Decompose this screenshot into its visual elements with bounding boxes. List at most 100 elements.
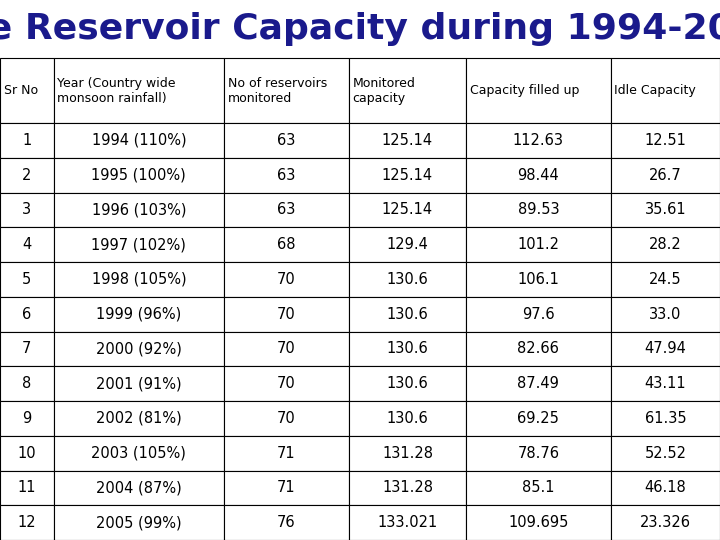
Text: Idle Capacity: Idle Capacity xyxy=(614,84,696,97)
Bar xyxy=(0,158,54,193)
Bar xyxy=(54,58,224,123)
Bar xyxy=(224,332,349,366)
Text: 47.94: 47.94 xyxy=(644,341,686,356)
Bar xyxy=(54,297,224,332)
Text: 70: 70 xyxy=(277,411,296,426)
Bar xyxy=(466,262,611,297)
Bar xyxy=(54,366,224,401)
Text: 125.14: 125.14 xyxy=(382,202,433,218)
Text: 1999 (96%): 1999 (96%) xyxy=(96,307,181,322)
Text: 12.51: 12.51 xyxy=(644,133,686,148)
Bar xyxy=(611,297,720,332)
Bar xyxy=(466,123,611,158)
Text: 71: 71 xyxy=(277,446,296,461)
Bar xyxy=(54,470,224,505)
Text: 131.28: 131.28 xyxy=(382,481,433,495)
Text: 43.11: 43.11 xyxy=(644,376,686,391)
Bar xyxy=(349,123,466,158)
Text: 97.6: 97.6 xyxy=(522,307,554,322)
Bar xyxy=(54,505,224,540)
Bar xyxy=(349,401,466,436)
Bar xyxy=(611,332,720,366)
Bar xyxy=(0,366,54,401)
Text: Monitored
capacity: Monitored capacity xyxy=(353,77,415,105)
Text: 28.2: 28.2 xyxy=(649,237,682,252)
Text: 78.76: 78.76 xyxy=(518,446,559,461)
Bar xyxy=(0,505,54,540)
Text: 2004 (87%): 2004 (87%) xyxy=(96,481,181,495)
Text: 71: 71 xyxy=(277,481,296,495)
Text: 4: 4 xyxy=(22,237,32,252)
Bar xyxy=(224,58,349,123)
Text: 11: 11 xyxy=(18,481,36,495)
Text: 70: 70 xyxy=(277,376,296,391)
Text: 8: 8 xyxy=(22,376,32,391)
Text: 106.1: 106.1 xyxy=(518,272,559,287)
Bar xyxy=(466,297,611,332)
Text: 2005 (99%): 2005 (99%) xyxy=(96,515,181,530)
Text: No of reservoirs
monitored: No of reservoirs monitored xyxy=(228,77,327,105)
Bar xyxy=(611,505,720,540)
Bar xyxy=(611,262,720,297)
Bar xyxy=(349,436,466,470)
Text: 3: 3 xyxy=(22,202,32,218)
Text: 85.1: 85.1 xyxy=(522,481,554,495)
Bar xyxy=(611,58,720,123)
Text: 61.35: 61.35 xyxy=(644,411,686,426)
Text: 130.6: 130.6 xyxy=(387,376,428,391)
Text: 68: 68 xyxy=(277,237,296,252)
Bar xyxy=(466,401,611,436)
Bar xyxy=(349,227,466,262)
Text: 130.6: 130.6 xyxy=(387,341,428,356)
Text: 12: 12 xyxy=(17,515,36,530)
Text: 63: 63 xyxy=(277,133,296,148)
Bar xyxy=(0,58,54,123)
Bar xyxy=(0,436,54,470)
Bar xyxy=(0,227,54,262)
Bar xyxy=(0,123,54,158)
Bar xyxy=(611,401,720,436)
Text: 2: 2 xyxy=(22,168,32,183)
Bar xyxy=(0,470,54,505)
Text: 2003 (105%): 2003 (105%) xyxy=(91,446,186,461)
Text: 112.63: 112.63 xyxy=(513,133,564,148)
Bar xyxy=(349,158,466,193)
Bar xyxy=(349,332,466,366)
Text: 63: 63 xyxy=(277,202,296,218)
Text: 35.61: 35.61 xyxy=(644,202,686,218)
Text: 1995 (100%): 1995 (100%) xyxy=(91,168,186,183)
Text: 130.6: 130.6 xyxy=(387,307,428,322)
Bar xyxy=(54,401,224,436)
Bar xyxy=(224,297,349,332)
Bar xyxy=(466,332,611,366)
Bar xyxy=(611,436,720,470)
Bar xyxy=(466,436,611,470)
Text: 69.25: 69.25 xyxy=(518,411,559,426)
Bar xyxy=(54,227,224,262)
Text: 1996 (103%): 1996 (103%) xyxy=(91,202,186,218)
Bar xyxy=(224,436,349,470)
Text: 6: 6 xyxy=(22,307,32,322)
Text: 52.52: 52.52 xyxy=(644,446,686,461)
Text: 2001 (91%): 2001 (91%) xyxy=(96,376,181,391)
Bar xyxy=(224,505,349,540)
Text: Year (Country wide
monsoon rainfall): Year (Country wide monsoon rainfall) xyxy=(58,77,176,105)
Bar xyxy=(466,227,611,262)
Text: 131.28: 131.28 xyxy=(382,446,433,461)
Bar xyxy=(611,470,720,505)
Bar xyxy=(466,58,611,123)
Text: 125.14: 125.14 xyxy=(382,133,433,148)
Text: 1994 (110%): 1994 (110%) xyxy=(91,133,186,148)
Bar xyxy=(611,158,720,193)
Text: 9: 9 xyxy=(22,411,32,426)
Bar xyxy=(54,332,224,366)
Text: 63: 63 xyxy=(277,168,296,183)
Bar xyxy=(224,470,349,505)
Bar xyxy=(224,401,349,436)
Text: Capacity filled up: Capacity filled up xyxy=(469,84,579,97)
Bar xyxy=(224,366,349,401)
Text: 70: 70 xyxy=(277,272,296,287)
Bar xyxy=(54,262,224,297)
Text: 24.5: 24.5 xyxy=(649,272,682,287)
Bar xyxy=(54,436,224,470)
